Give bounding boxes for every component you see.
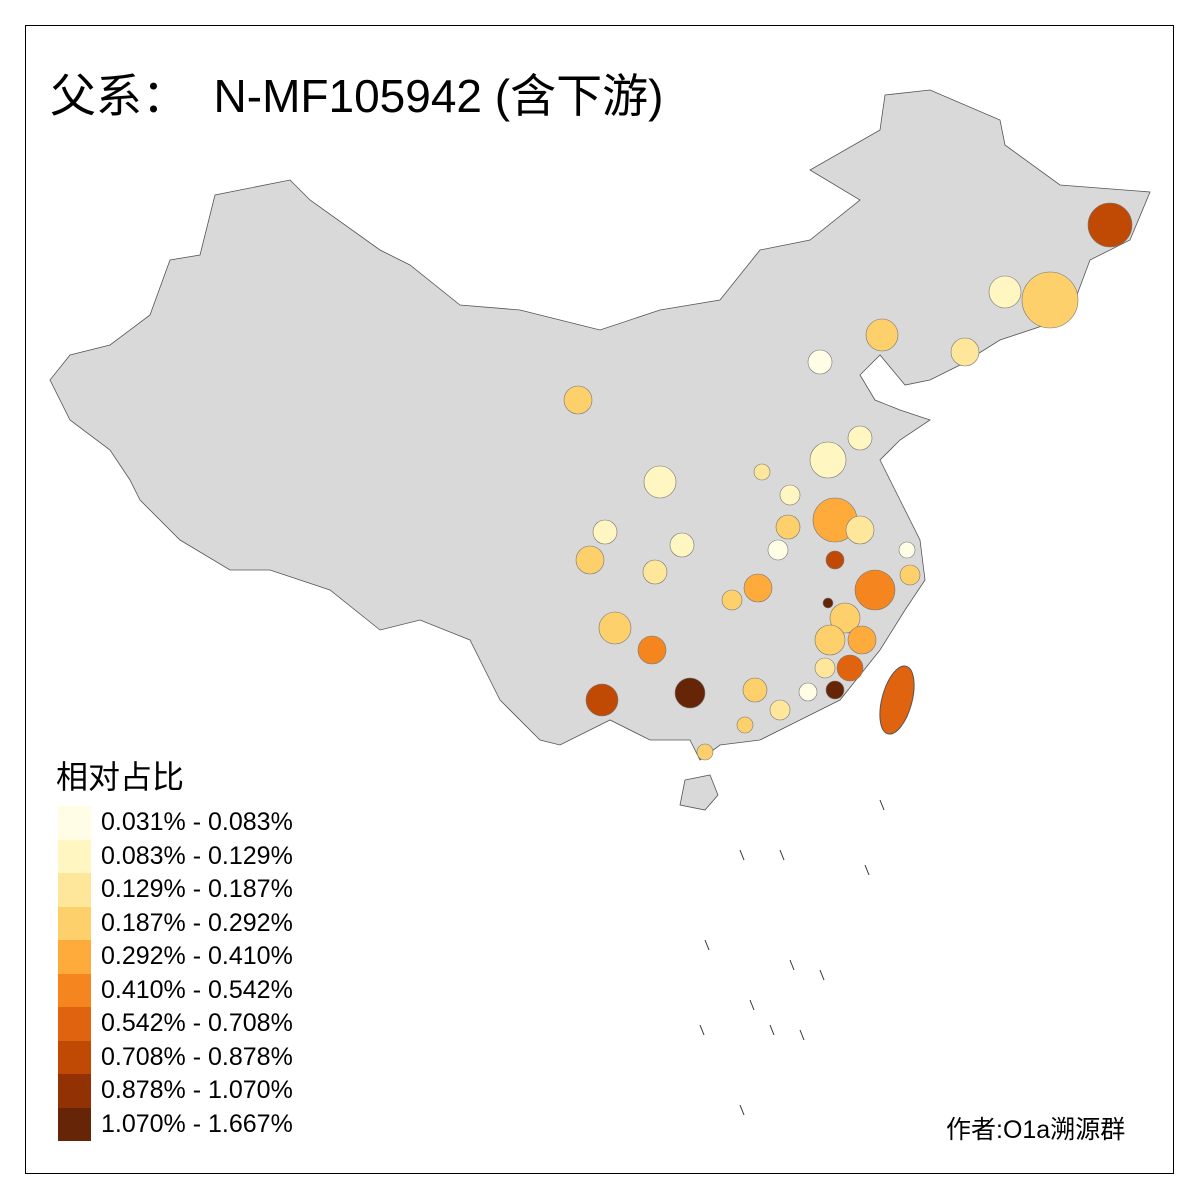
region <box>847 425 873 451</box>
region <box>585 683 619 717</box>
legend-item: 0.410% - 0.542% <box>58 973 293 1007</box>
region <box>814 624 846 656</box>
region <box>865 318 899 352</box>
region <box>807 349 833 375</box>
legend-label: 0.878% - 1.070% <box>101 1076 293 1105</box>
region <box>829 602 861 634</box>
islet <box>864 864 870 876</box>
map-frame <box>25 25 1174 1174</box>
legend-item: 0.031% - 0.083% <box>58 806 293 840</box>
region <box>847 625 877 655</box>
legend-label: 0.410% - 0.542% <box>101 975 293 1004</box>
author-credit: 作者:O1a溯源群 <box>946 1116 1126 1144</box>
islet <box>699 1024 705 1036</box>
taiwan-region <box>879 665 915 735</box>
legend-item: 0.292% - 0.410% <box>58 940 293 974</box>
region <box>814 657 836 679</box>
map-title: 父系： N-MF105942 (含下游) <box>50 70 664 122</box>
legend-item: 0.187% - 0.292% <box>58 906 293 940</box>
legend-label: 0.187% - 0.292% <box>101 908 293 937</box>
region <box>769 699 791 721</box>
region <box>798 682 818 702</box>
region <box>598 611 632 645</box>
region <box>845 515 875 545</box>
region <box>809 441 847 479</box>
legend-swatch <box>58 839 91 873</box>
legend-item: 1.070% - 1.667% <box>58 1107 293 1141</box>
region <box>696 743 714 761</box>
legend-item: 0.129% - 0.187% <box>58 873 293 907</box>
legend-label: 0.129% - 0.187% <box>101 875 293 904</box>
hainan-island <box>679 774 719 811</box>
region <box>854 569 896 611</box>
region <box>775 514 801 540</box>
legend-swatch <box>58 1074 91 1108</box>
region <box>642 559 668 585</box>
legend-item: 0.083% - 0.129% <box>58 839 293 873</box>
legend-item: 0.542% - 0.708% <box>58 1007 293 1041</box>
islet <box>739 849 745 861</box>
region <box>825 680 845 700</box>
islet <box>779 849 785 861</box>
islet <box>819 969 825 981</box>
region <box>822 597 834 609</box>
region <box>899 564 921 586</box>
legend-swatch <box>58 873 91 907</box>
region <box>575 545 605 575</box>
region <box>643 465 677 499</box>
region <box>825 550 845 570</box>
region <box>721 589 743 611</box>
legend-item: 0.708% - 0.878% <box>58 1040 293 1074</box>
legend-swatch <box>58 1107 91 1141</box>
region <box>753 463 771 481</box>
legend-swatch <box>58 940 91 974</box>
legend-label: 1.070% - 1.667% <box>101 1109 293 1138</box>
legend-swatch <box>58 1040 91 1074</box>
islet <box>789 959 795 971</box>
region <box>898 541 916 559</box>
region <box>767 539 789 561</box>
region <box>592 519 618 545</box>
region <box>736 716 754 734</box>
region <box>742 677 768 703</box>
legend-label: 0.031% - 0.083% <box>101 808 293 837</box>
region <box>674 677 706 709</box>
region <box>950 337 980 367</box>
islet <box>739 1104 745 1116</box>
region <box>637 635 667 665</box>
legend-swatch <box>58 906 91 940</box>
region <box>1087 202 1133 248</box>
islet <box>749 999 755 1011</box>
islet <box>799 1029 805 1041</box>
legend-label: 0.083% - 0.129% <box>101 841 293 870</box>
legend-title: 相对占比 <box>56 758 185 796</box>
region <box>669 532 695 558</box>
legend-swatch <box>58 806 91 840</box>
region <box>836 654 864 682</box>
region <box>563 385 593 415</box>
legend-label: 0.292% - 0.410% <box>101 942 293 971</box>
legend: 0.031% - 0.083% 0.083% - 0.129% 0.129% - 0… <box>58 806 293 1141</box>
legend-item: 0.878% - 1.070% <box>58 1074 293 1108</box>
legend-swatch <box>58 1007 91 1041</box>
islet <box>769 1024 775 1036</box>
region <box>779 484 801 506</box>
region <box>988 275 1022 309</box>
islet <box>704 939 710 951</box>
region <box>1021 271 1079 329</box>
legend-label: 0.708% - 0.878% <box>101 1042 293 1071</box>
legend-swatch <box>58 973 91 1007</box>
legend-label: 0.542% - 0.708% <box>101 1009 293 1038</box>
region <box>743 573 773 603</box>
islet <box>879 799 885 811</box>
